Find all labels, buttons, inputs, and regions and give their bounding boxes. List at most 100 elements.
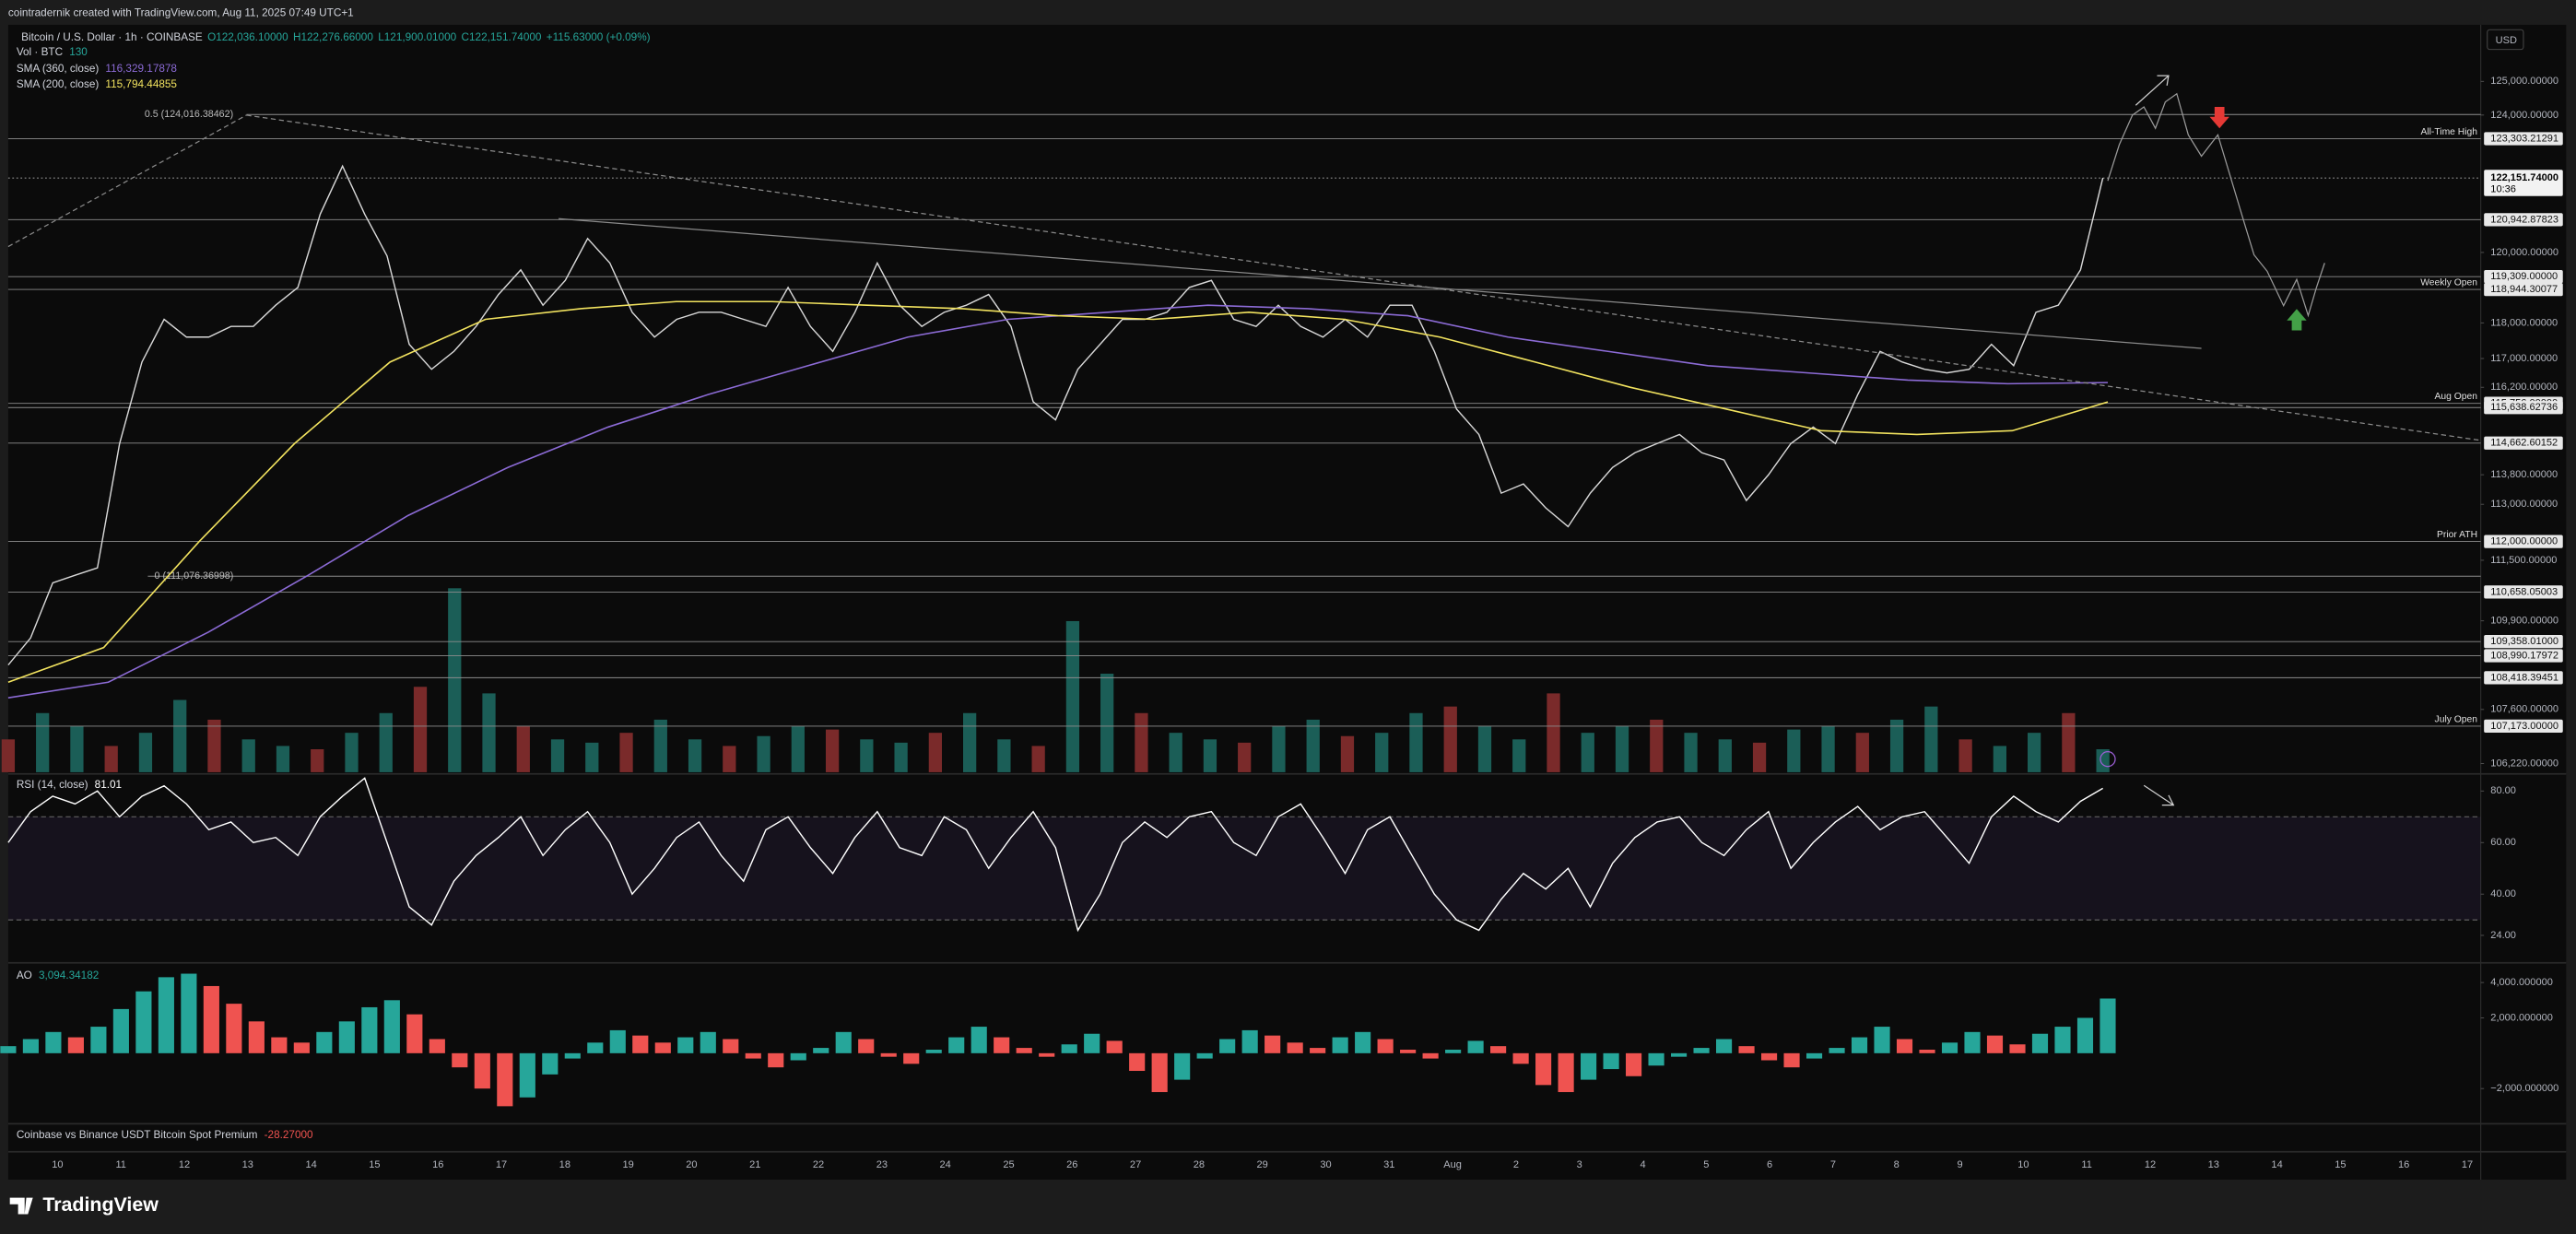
ao-bar [497, 1052, 513, 1107]
legend-item: Bitcoin / U.S. Dollar · 1h · COINBASE [21, 31, 203, 43]
ao-bar [1806, 1052, 1823, 1059]
ao-bar [880, 1052, 897, 1057]
volume-bar [688, 739, 702, 772]
volume-bar [1718, 739, 1732, 772]
fib-label: 0.5 (124,016.38462) [145, 109, 233, 120]
chart-area [7, 24, 2567, 1181]
time-label: 14 [305, 1159, 316, 1170]
volume-bar [757, 735, 770, 772]
countdown: 10:36 [2490, 184, 2516, 195]
volume-bar [1787, 729, 1801, 772]
ao-bar [1581, 1052, 1597, 1080]
time-label: 17 [2462, 1159, 2473, 1170]
ao-bar [1829, 1048, 1845, 1053]
volume-bar [413, 687, 428, 772]
ao-bar [1715, 1039, 1733, 1053]
volume-bar [311, 748, 324, 772]
legend-item: C122,151.74000 [462, 31, 542, 43]
legend-item: SMA (200, close) [17, 78, 100, 90]
y-tick-label: 4,000.000000 [2490, 977, 2553, 988]
volume-bar [1169, 733, 1182, 772]
fib-label: 0 (111,076.36998) [155, 570, 234, 582]
ao-bar [723, 1039, 739, 1053]
ao-bar [519, 1052, 535, 1098]
ao-bar [1603, 1052, 1619, 1070]
ao-bar [1445, 1049, 1462, 1053]
legend-value: -28.27000 [265, 1129, 313, 1141]
time-label: 21 [749, 1159, 760, 1170]
level-note: July Open [2435, 715, 2478, 725]
legend: RSI (14, close) 81.01 [17, 779, 122, 791]
projection-arrow [2135, 75, 2170, 106]
legend: SMA (360, close) 116,329.17878 [17, 63, 178, 75]
time-label: 12 [2145, 1159, 2156, 1170]
time-label: 13 [2208, 1159, 2219, 1170]
volume-bar [585, 742, 599, 772]
volume-bar [448, 588, 462, 772]
ao-bar [383, 1000, 400, 1053]
ao-bar [1310, 1048, 1326, 1053]
ao-bar [654, 1042, 671, 1053]
volume-bar [2027, 733, 2041, 772]
ao-bar [248, 1021, 265, 1053]
volume-bar [1272, 726, 1286, 772]
down-arrow [2209, 107, 2229, 129]
volume-bar [1375, 733, 1389, 772]
ao-bar [994, 1037, 1010, 1053]
rsi-arrow [2143, 784, 2174, 806]
ao-bar [745, 1052, 761, 1059]
ao-bar [1964, 1031, 1981, 1053]
time-label: 4 [1640, 1159, 1645, 1170]
volume-bar [1409, 712, 1423, 772]
volume-bar [1238, 742, 1252, 772]
volume-bar [1684, 733, 1698, 772]
time-label: 29 [1257, 1159, 1268, 1170]
time-label: 3 [1577, 1159, 1582, 1170]
ao-bar [903, 1052, 920, 1064]
ao-bar [1535, 1052, 1552, 1086]
currency-box [2487, 29, 2524, 51]
ao-bar [293, 1042, 310, 1053]
volume-bar [36, 712, 50, 772]
sma-line [7, 300, 2109, 684]
legend-value: 115,794.44855 [105, 78, 177, 90]
legend-item: +115.63000 (+0.09%) [547, 31, 651, 43]
ao-bar [1467, 1040, 1484, 1053]
y-tick-label: −2,000.000000 [2490, 1083, 2558, 1094]
volume-bar [1031, 746, 1045, 772]
ao-bar [338, 1021, 355, 1053]
volume-bar [1306, 719, 1320, 772]
time-label: Aug [1443, 1159, 1462, 1170]
ao-bar [1264, 1035, 1281, 1053]
ao-bar [948, 1037, 965, 1053]
time-label: 22 [813, 1159, 824, 1170]
level-label-box [2484, 585, 2563, 599]
volume-bar [482, 693, 496, 772]
ao-bar [1874, 1027, 1890, 1053]
time-label: 31 [1383, 1159, 1394, 1170]
ao-bar [316, 1031, 333, 1053]
projection-path [2107, 92, 2325, 318]
ao-bar [1626, 1052, 1642, 1076]
ao-bar [835, 1031, 852, 1053]
volume-bar [653, 719, 667, 772]
ao-bar [564, 1052, 581, 1059]
level-label: 119,309.00000 [2490, 271, 2558, 282]
time-label: 14 [2271, 1159, 2282, 1170]
legend-value: 81.01 [95, 779, 122, 791]
time-label: 7 [1830, 1159, 1836, 1170]
ao-bar [790, 1052, 806, 1061]
ao-bar [474, 1052, 490, 1089]
y-tick-label: 116,200.00000 [2490, 382, 2558, 393]
trend-line [7, 114, 247, 248]
level-label: 123,303.21291 [2490, 133, 2558, 144]
volume-bar [1650, 719, 1664, 772]
level-label: 114,662.60152 [2490, 438, 2558, 449]
ao-bar [1490, 1046, 1507, 1053]
level-label-box [2484, 671, 2563, 685]
volume-bar [1203, 739, 1217, 772]
level-note: Aug Open [2435, 392, 2478, 402]
volume-bar [173, 699, 187, 772]
volume-bar [997, 739, 1011, 772]
drawings [7, 75, 2481, 806]
